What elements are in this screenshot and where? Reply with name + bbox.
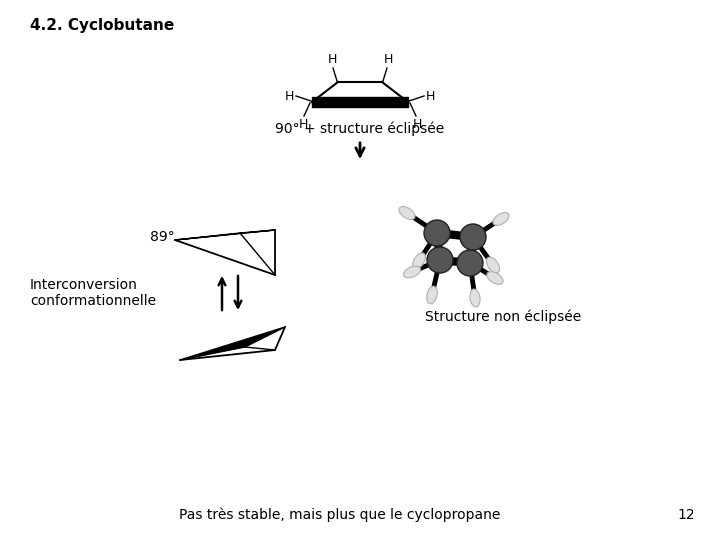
Text: H: H bbox=[383, 53, 392, 66]
Text: Structure non éclipsée: Structure non éclipsée bbox=[425, 310, 581, 325]
Text: 4.2. Cyclobutane: 4.2. Cyclobutane bbox=[30, 18, 174, 33]
Text: Interconversion
conformationnelle: Interconversion conformationnelle bbox=[30, 278, 156, 308]
Text: H: H bbox=[298, 118, 307, 131]
Text: 90° + structure éclipsée: 90° + structure éclipsée bbox=[275, 122, 445, 137]
Circle shape bbox=[424, 220, 450, 246]
Ellipse shape bbox=[403, 266, 420, 278]
Text: H: H bbox=[328, 53, 337, 66]
Ellipse shape bbox=[399, 206, 415, 219]
Ellipse shape bbox=[487, 257, 500, 273]
Text: 89°: 89° bbox=[150, 230, 175, 244]
Text: H: H bbox=[413, 118, 422, 131]
Ellipse shape bbox=[413, 253, 426, 269]
Ellipse shape bbox=[493, 213, 509, 225]
Text: 12: 12 bbox=[678, 508, 695, 522]
Ellipse shape bbox=[470, 289, 480, 307]
Circle shape bbox=[460, 224, 486, 250]
Text: H: H bbox=[284, 90, 294, 103]
Ellipse shape bbox=[487, 272, 503, 285]
Text: H: H bbox=[426, 90, 436, 103]
Polygon shape bbox=[180, 327, 285, 360]
Polygon shape bbox=[312, 97, 408, 107]
Circle shape bbox=[457, 250, 483, 276]
Circle shape bbox=[427, 247, 453, 273]
Text: Pas très stable, mais plus que le cyclopropane: Pas très stable, mais plus que le cyclop… bbox=[179, 508, 500, 522]
Ellipse shape bbox=[427, 286, 437, 304]
Polygon shape bbox=[175, 230, 275, 240]
